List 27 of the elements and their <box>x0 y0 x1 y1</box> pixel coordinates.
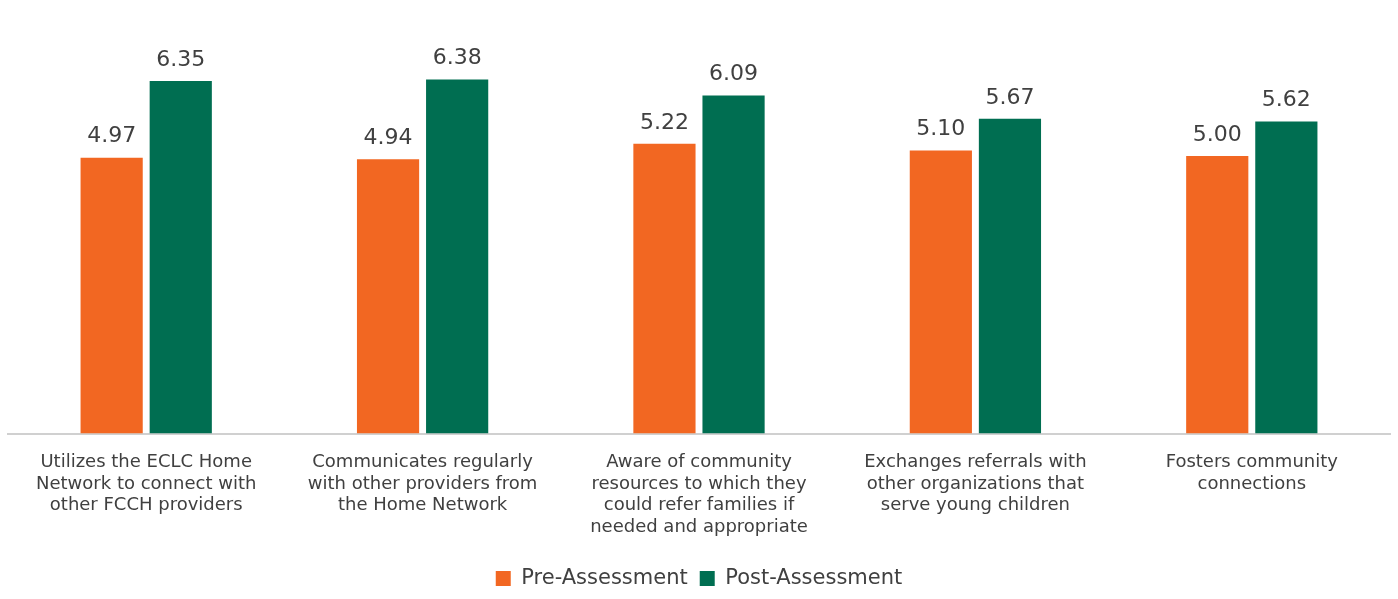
data-label: 4.94 <box>363 124 413 150</box>
bar <box>149 81 212 434</box>
bar <box>356 159 420 434</box>
data-label: 5.67 <box>985 83 1035 109</box>
data-label: 6.38 <box>432 44 482 70</box>
bar <box>426 79 489 434</box>
data-label: 5.10 <box>916 115 966 141</box>
x-tick-label: Fosters community connections <box>1165 450 1339 493</box>
bar <box>1186 156 1249 434</box>
bar <box>978 118 1042 434</box>
bar <box>80 157 143 434</box>
bar <box>1255 121 1318 434</box>
data-label: 5.00 <box>1192 120 1242 146</box>
data-label: 5.22 <box>639 108 689 134</box>
data-label: 4.97 <box>87 122 137 148</box>
data-label: 6.09 <box>709 60 759 86</box>
x-tick-label: Utilizes the ECLC Home Network to connect with other FCCH providers <box>36 450 257 515</box>
x-tick-label: Exchanges referrals with other organizations that serve young children <box>864 450 1087 515</box>
bar <box>702 95 765 434</box>
data-label: 5.62 <box>1261 86 1311 112</box>
x-tick-label: Aware of community resources to which they could refer families if needed and appropriate <box>590 450 808 536</box>
x-tick-label: Communicates regularly with other providers from the Home Network <box>307 450 538 515</box>
bar <box>909 150 972 434</box>
data-label: 6.35 <box>156 45 206 71</box>
bar <box>633 143 696 434</box>
legend-label: Post-Assessment <box>725 564 903 589</box>
legend-label: Pre-Assessment <box>521 564 688 589</box>
